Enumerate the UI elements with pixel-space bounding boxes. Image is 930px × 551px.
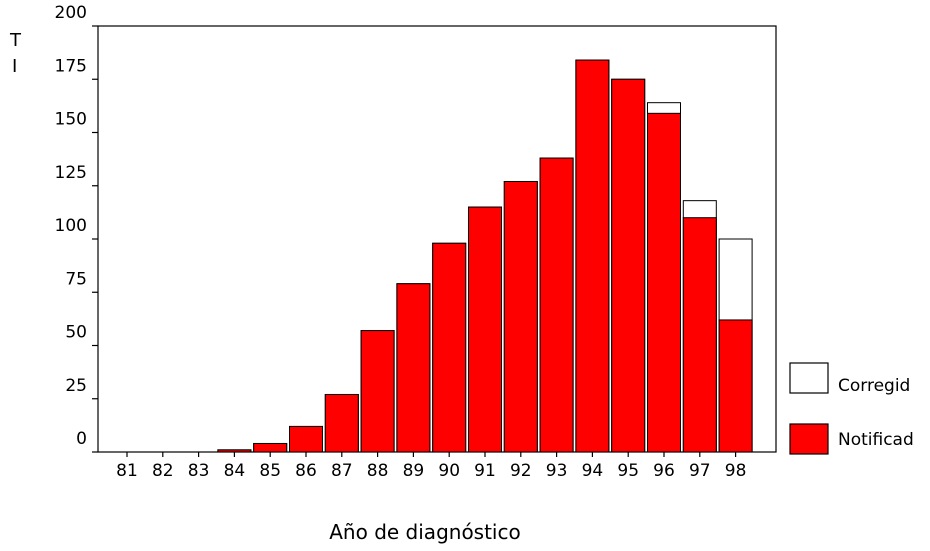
bars bbox=[217, 59, 753, 453]
x-tick-label-94: 94 bbox=[582, 461, 604, 481]
x-tick-label-97: 97 bbox=[689, 461, 711, 481]
bar-notificad-85 bbox=[253, 442, 288, 453]
bar-notificad-97 bbox=[682, 217, 717, 453]
y-axis-label-line-2: I bbox=[12, 56, 18, 77]
bar-notificad-96 bbox=[647, 112, 681, 453]
y-tick-label: 125 bbox=[55, 163, 87, 183]
bar-notificad-98 bbox=[718, 319, 753, 453]
bar-notificad-90 bbox=[432, 242, 467, 453]
x-tick-label-90: 90 bbox=[438, 461, 460, 481]
y-tick-label: 200 bbox=[55, 3, 87, 23]
y-tick-label: 50 bbox=[65, 323, 87, 343]
x-tick-label-82: 82 bbox=[152, 461, 174, 481]
x-tick-label-88: 88 bbox=[367, 461, 389, 481]
x-tick-label-86: 86 bbox=[295, 461, 317, 481]
x-tick-label-83: 83 bbox=[188, 461, 210, 481]
bar-notificad-95 bbox=[611, 78, 646, 453]
bar-notificad-89 bbox=[396, 283, 431, 453]
y-tick-label: 150 bbox=[55, 110, 87, 130]
x-tick-label-93: 93 bbox=[546, 461, 568, 481]
legend-swatch-corregid bbox=[789, 362, 829, 394]
legend-swatch-notificad bbox=[789, 423, 829, 455]
x-tick-label-95: 95 bbox=[617, 461, 639, 481]
x-axis-title: Año de diagnóstico bbox=[329, 520, 521, 544]
bar-notificad-84 bbox=[217, 449, 252, 453]
x-tick-label-92: 92 bbox=[510, 461, 532, 481]
y-axis-label-line-1: T bbox=[10, 30, 21, 51]
y-tick-label: 25 bbox=[65, 376, 87, 396]
x-tick-label-87: 87 bbox=[331, 461, 353, 481]
y-tick-label: 0 bbox=[76, 429, 87, 449]
legend-label-corregid: Corregid bbox=[838, 376, 911, 396]
legend-label-notificad: Notificad bbox=[838, 430, 914, 450]
x-tick-label-85: 85 bbox=[259, 461, 281, 481]
bar-notificad-94 bbox=[575, 59, 610, 453]
y-tick-label: 75 bbox=[65, 269, 87, 289]
bar-notificad-86 bbox=[289, 425, 323, 453]
x-tick-label-84: 84 bbox=[224, 461, 246, 481]
bar-notificad-93 bbox=[539, 157, 574, 453]
y-tick-label: 100 bbox=[55, 216, 87, 236]
bar-notificad-92 bbox=[503, 180, 538, 453]
x-tick-label-98: 98 bbox=[725, 461, 747, 481]
y-axis: 0 25 50 75 100 125 150 175 200 bbox=[55, 3, 98, 453]
x-tick-label-96: 96 bbox=[653, 461, 675, 481]
x-axis: 81 82 83 84 85 86 87 88 89 90 91 92 93 94 95 96 97 98 bbox=[116, 452, 746, 481]
x-tick-label-81: 81 bbox=[116, 461, 138, 481]
x-tick-label-91: 91 bbox=[474, 461, 496, 481]
bar-notificad-88 bbox=[360, 330, 395, 453]
x-tick-label-89: 89 bbox=[403, 461, 425, 481]
bar-notificad-87 bbox=[324, 393, 359, 453]
bar-notificad-91 bbox=[468, 206, 502, 453]
y-tick-label: 175 bbox=[55, 56, 87, 76]
